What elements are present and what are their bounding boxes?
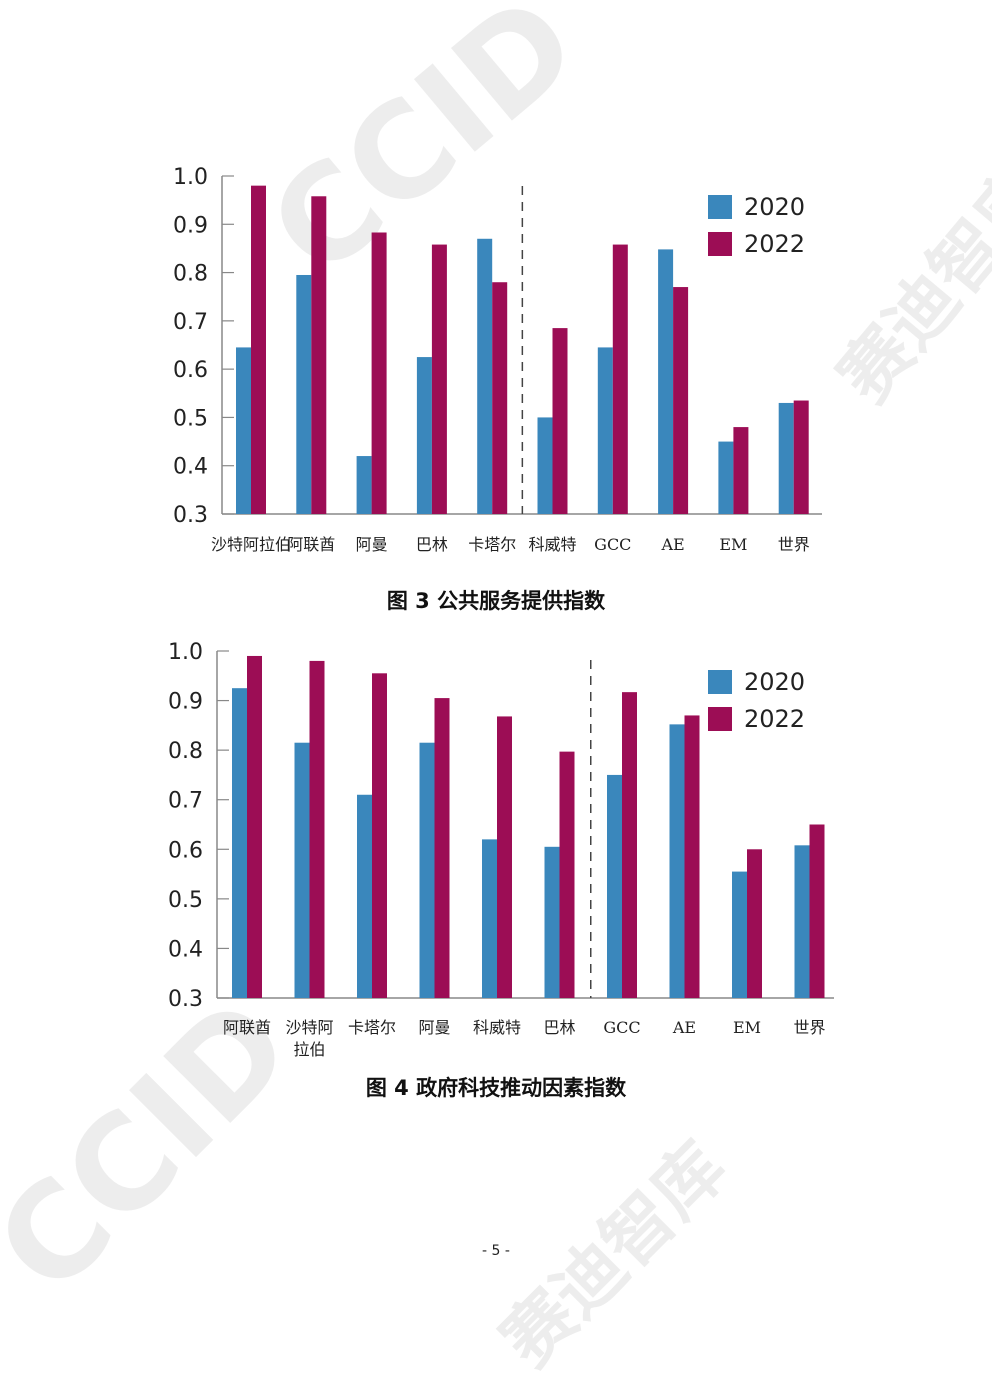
bar-2022 <box>684 715 700 998</box>
bar-2020 <box>597 347 613 514</box>
bar-2020 <box>296 274 312 514</box>
category-label: 拉伯 <box>293 1040 325 1059</box>
chart-public-service-index: 0.3 0.4 0.5 0.6 0.7 0.8 0.9 1.0 沙特阿拉伯 阿联酋 阿曼 巴林 卡塔尔科… <box>0 0 992 580</box>
category-label: AE <box>660 535 684 554</box>
bar-2022 <box>809 824 825 998</box>
y-tick-label: 0.4 <box>173 455 208 480</box>
y-tick-label: 0.8 <box>173 262 208 287</box>
category-label: EM <box>719 535 747 554</box>
bar-2022 <box>622 692 637 998</box>
bar-2022 <box>673 287 689 514</box>
category-label: 阿联酋 <box>287 535 335 554</box>
legend-swatch-2022 <box>708 232 732 256</box>
y-tick-label: 0.7 <box>168 789 203 814</box>
bar-2022 <box>733 427 749 514</box>
bar-2020 <box>236 347 251 514</box>
y-tick-label: 0.9 <box>168 690 203 715</box>
chart-gov-tech-enabler-index: 0.3 0.4 0.5 0.6 0.7 0.8 0.9 1.0 阿联酋 沙特阿拉伯 卡塔尔 阿曼 科威特… <box>168 640 834 1059</box>
legend-swatch-2020 <box>708 670 732 694</box>
page-number: - 5 - <box>482 1243 510 1259</box>
bar-2020 <box>416 357 432 514</box>
legend-label-2022: 2022 <box>744 230 805 258</box>
category-label: AE <box>672 1018 696 1037</box>
bar-2022 <box>247 655 262 998</box>
y-tick-label: 0.3 <box>173 503 208 528</box>
category-label: 阿曼 <box>356 535 388 554</box>
category-label: 科威特 <box>473 1018 521 1037</box>
category-label: GCC <box>603 1018 640 1037</box>
bar-2022 <box>311 196 327 514</box>
y-tick-label: 0.9 <box>173 213 208 238</box>
bar-2022 <box>612 244 628 514</box>
y-tick-label: 0.3 <box>168 987 203 1012</box>
bar-2020 <box>778 402 794 514</box>
y-tick-label: 0.7 <box>173 310 208 335</box>
chart-caption-public-service: 图 3 公共服务提供指数 <box>386 589 606 613</box>
y-tick-label: 0.5 <box>173 406 208 431</box>
chart-public-service-svg: 0.3 0.4 0.5 0.6 0.7 0.8 0.9 1.0 沙特阿拉伯阿联酋 阿曼 巴林 卡塔尔科… <box>173 165 822 554</box>
category-label: 沙特阿 <box>285 1018 333 1037</box>
legend-swatch-2020 <box>708 195 732 219</box>
bar-2020 <box>294 742 310 998</box>
bar-2022 <box>552 328 568 514</box>
bar-2020 <box>794 845 810 998</box>
legend-label-2020: 2020 <box>744 668 805 696</box>
bar-2022 <box>431 244 447 514</box>
legend-label-2020: 2020 <box>744 193 805 221</box>
y-tick-label: 0.6 <box>173 358 208 383</box>
bar-2020 <box>537 417 553 514</box>
bar-2020 <box>419 742 435 998</box>
bar-2020 <box>477 238 493 514</box>
category-label: EM <box>733 1018 761 1037</box>
bar-2022 <box>559 751 575 998</box>
bar-2020 <box>669 724 685 998</box>
category-label: 科威特 <box>528 535 576 554</box>
chart-caption-gov-tech: 图 4 政府科技推动因素指数 <box>365 1076 627 1100</box>
category-label: 沙特阿拉伯 <box>211 535 291 554</box>
bar-2022 <box>371 232 387 514</box>
bar-2020 <box>718 441 734 514</box>
bar-2022 <box>492 282 508 514</box>
y-tick-label: 0.6 <box>168 838 203 863</box>
bar-2022 <box>251 185 266 514</box>
category-label: 巴林 <box>543 1018 575 1037</box>
bar-2022 <box>497 716 512 998</box>
bar-2020 <box>607 774 622 998</box>
bar-2020 <box>356 456 372 514</box>
bar-2020 <box>357 794 372 998</box>
category-label: GCC <box>594 535 631 554</box>
y-tick-label: 0.8 <box>168 739 203 764</box>
bar-2022 <box>747 849 762 998</box>
y-tick-label: 1.0 <box>168 640 203 665</box>
category-label: 阿曼 <box>418 1018 450 1037</box>
category-label: 世界 <box>778 535 810 554</box>
chart-gov-tech-svg: 0.3 0.4 0.5 0.6 0.7 0.8 0.9 1.0 阿联酋 沙特阿拉伯 卡塔尔 阿曼 科威特… <box>168 640 834 1059</box>
bar-2020 <box>544 846 560 998</box>
legend-label-2022: 2022 <box>744 705 805 733</box>
y-tick-label: 0.5 <box>168 888 203 913</box>
bar-2022 <box>309 660 325 998</box>
legend-swatch-2022 <box>708 707 732 731</box>
bar-2020 <box>658 249 674 514</box>
y-tick-label: 0.4 <box>168 937 203 962</box>
category-label: 卡塔尔 <box>468 535 516 554</box>
bar-2022 <box>372 673 387 998</box>
bar-2020 <box>482 839 497 998</box>
category-label: 阿联酋 <box>223 1018 271 1037</box>
category-label: 卡塔尔 <box>348 1018 396 1037</box>
category-label: 巴林 <box>416 535 448 554</box>
bar-2022 <box>434 698 450 998</box>
y-tick-label: 1.0 <box>173 165 208 190</box>
bar-2022 <box>793 400 809 514</box>
category-label: 世界 <box>793 1018 825 1037</box>
bar-2020 <box>732 871 747 998</box>
bar-2020 <box>232 688 247 998</box>
